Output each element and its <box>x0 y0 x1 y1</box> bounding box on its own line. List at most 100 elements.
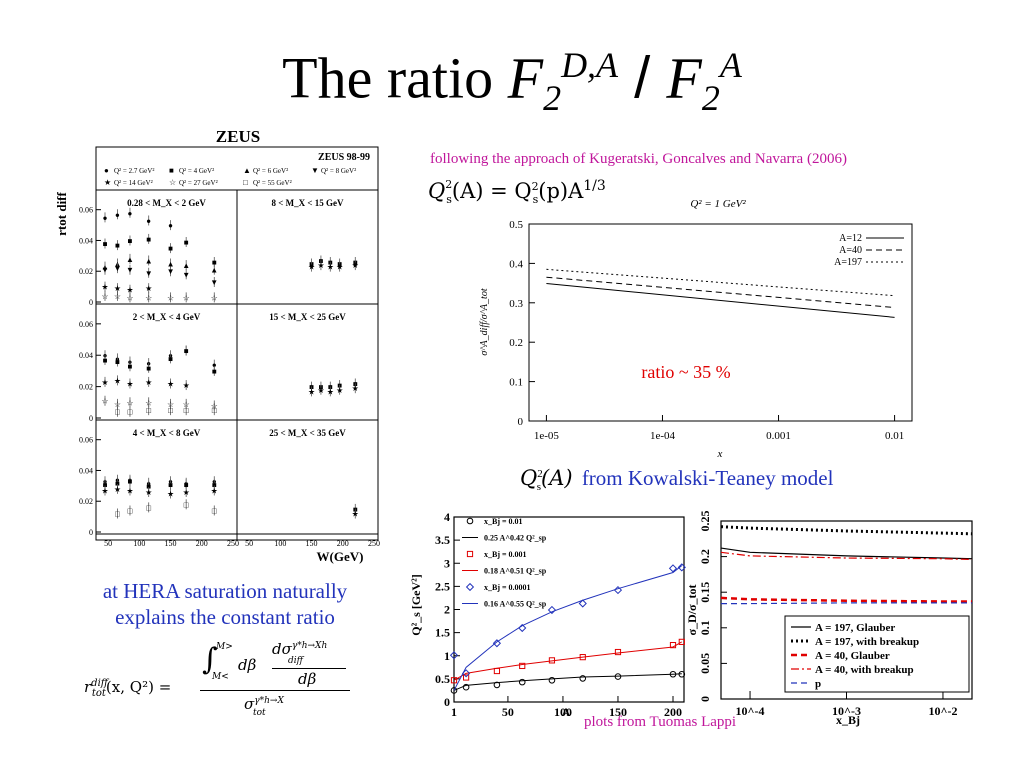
sd-series-line <box>720 547 973 560</box>
zeus-point: ▲ <box>182 261 190 270</box>
sd-ytick: 0.05 <box>698 653 712 674</box>
zeus-xtick: 150 <box>165 539 177 548</box>
title-f: F <box>507 45 544 111</box>
zeus-point: ■ <box>184 347 189 356</box>
sd-legend-label: A = 40, Glauber <box>815 650 890 662</box>
ratio-ytick: 0 <box>518 416 524 428</box>
qs-point <box>492 639 502 648</box>
zeus-point: ★ <box>101 283 108 292</box>
zeus-point: ■ <box>168 480 173 489</box>
sd-xtick: 10^-2 <box>928 704 957 718</box>
zeus-xtick: 200 <box>196 539 208 548</box>
zeus-point: ■ <box>184 238 189 247</box>
sd-legend-box <box>784 615 970 693</box>
qs-formula-rest: (p)A <box>538 179 584 203</box>
zeus-point: ▲ <box>126 255 134 264</box>
formula-den-sub: tot <box>253 708 266 718</box>
zeus-point: ★ <box>101 378 108 387</box>
ratio-ytick: 0.3 <box>509 298 523 310</box>
sd-ylabel: σ_D/σ_tot <box>685 584 699 635</box>
formula-lhs-sup: diff <box>91 678 108 689</box>
zeus-point: ☆ <box>183 400 190 409</box>
zeus-ytick: 0 <box>89 528 93 537</box>
zeus-point: ■ <box>115 241 120 250</box>
zeus-point: ▼ <box>167 267 175 276</box>
zeus-point: □ <box>212 406 217 415</box>
zeus-marks: ●●●●●■■■■■■■▲▲▲▲▲▲▲▼▼▼▼▼▼▼★★★★☆☆☆☆☆☆☆■■■… <box>101 207 359 519</box>
qs-fit-line <box>453 673 682 691</box>
zeus-legend-label: Q² = 4 GeV² <box>179 167 214 175</box>
ratio-ytick: 0.2 <box>509 337 523 349</box>
zeus-point: □ <box>128 408 133 417</box>
sd-legend-label: A = 197, Glauber <box>815 622 895 634</box>
zeus-point: ■ <box>184 480 189 489</box>
formula-frac-num-sub: diff <box>288 656 304 666</box>
zeus-point: ★ <box>126 486 133 495</box>
zeus-xtick: 100 <box>133 539 145 548</box>
zeus-ytick: 0 <box>89 414 93 423</box>
rtot-formula: rdifftot(x, Q²) = ∫ M> M< dβ dσγ*h→Xh di… <box>84 640 404 730</box>
qs-xtick: 100 <box>554 705 572 719</box>
ratio-ylabel: σ^A_diff/σ^A_tot <box>479 288 490 355</box>
zeus-point: □ <box>212 506 217 515</box>
zeus-point: ▼ <box>210 278 218 287</box>
hera-line2: explains the constant ratio <box>115 605 335 629</box>
zeus-point: ★ <box>145 284 152 293</box>
formula-den-sup: γ*h→X <box>254 696 284 706</box>
zeus-ytick: 0.02 <box>79 383 93 392</box>
qs-ytick: 2.5 <box>435 579 450 593</box>
slide-title: The ratio F2D,A / F2A <box>0 44 1024 119</box>
formula-dbeta: dβ <box>238 656 257 674</box>
ratio-xtick: 1e-04 <box>650 430 676 442</box>
qs-fit-line <box>453 641 683 681</box>
zeus-point: ☆ <box>145 398 152 407</box>
zeus-point: ■ <box>146 482 151 491</box>
zeus-legend-label: Q² = 6 GeV² <box>253 167 288 175</box>
qs-formula-q1: Q <box>428 179 446 203</box>
ratio-series-line <box>546 276 895 309</box>
formula-lim-top: M> <box>216 642 233 652</box>
sd-legend-label: p <box>815 678 821 690</box>
title-sub: 2 <box>543 77 562 118</box>
zeus-xtick: 250 <box>368 539 380 548</box>
zeus-point: ★ <box>167 490 174 499</box>
zeus-ytick: 0.04 <box>79 236 93 245</box>
qs-ytick: 1.5 <box>435 626 450 640</box>
formula-frac-num: dσ <box>272 640 292 658</box>
sd-ytick: 0.25 <box>698 511 712 532</box>
formula-den: σ <box>244 695 255 713</box>
zeus-point: ★ <box>317 386 324 395</box>
qs-formula: Q2s(A) = Q2s(p)A1/3 <box>428 178 606 207</box>
qs-fit-line <box>453 565 683 691</box>
ratio-xlabel: x <box>717 448 723 460</box>
zeus-point: ● <box>128 209 133 218</box>
qs-xtick: 50 <box>502 705 514 719</box>
zeus-xtick: 200 <box>337 539 349 548</box>
qs-formula-mid: (A) = Q <box>451 179 532 203</box>
zeus-point: ☆ <box>211 293 218 302</box>
kugeratski-note: following the approach of Kugeratski, Go… <box>430 151 847 167</box>
sd-ytick: 0.1 <box>698 620 712 635</box>
sd-ytick: 0.15 <box>698 582 712 603</box>
sd-xlabel: x_Bj <box>836 713 860 727</box>
zeus-point: □ <box>146 503 151 512</box>
qs-xtick: 150 <box>609 705 627 719</box>
zeus-point: ☆ <box>183 293 190 302</box>
sd-ytick: 0.2 <box>698 549 712 564</box>
zeus-point: ▼ <box>126 266 134 275</box>
ratio-title: Q² = 1 GeV² <box>690 198 746 210</box>
zeus-point: ▼ <box>101 266 109 275</box>
zeus-xtick: 150 <box>306 539 318 548</box>
ratio-legend-label: A=197 <box>834 257 862 268</box>
zeus-point: ★ <box>114 485 121 494</box>
zeus-point: ■ <box>168 354 173 363</box>
sd-legend-label: A = 197, with breakup <box>815 636 919 648</box>
zeus-point: ★ <box>336 386 343 395</box>
ratio-annotation: ratio ~ 35 % <box>641 362 730 382</box>
title-sup2: A <box>719 45 742 85</box>
zeus-point: ▲ <box>145 256 153 265</box>
zeus-ytick: 0.06 <box>79 320 93 329</box>
ratio-series-line <box>546 282 895 318</box>
